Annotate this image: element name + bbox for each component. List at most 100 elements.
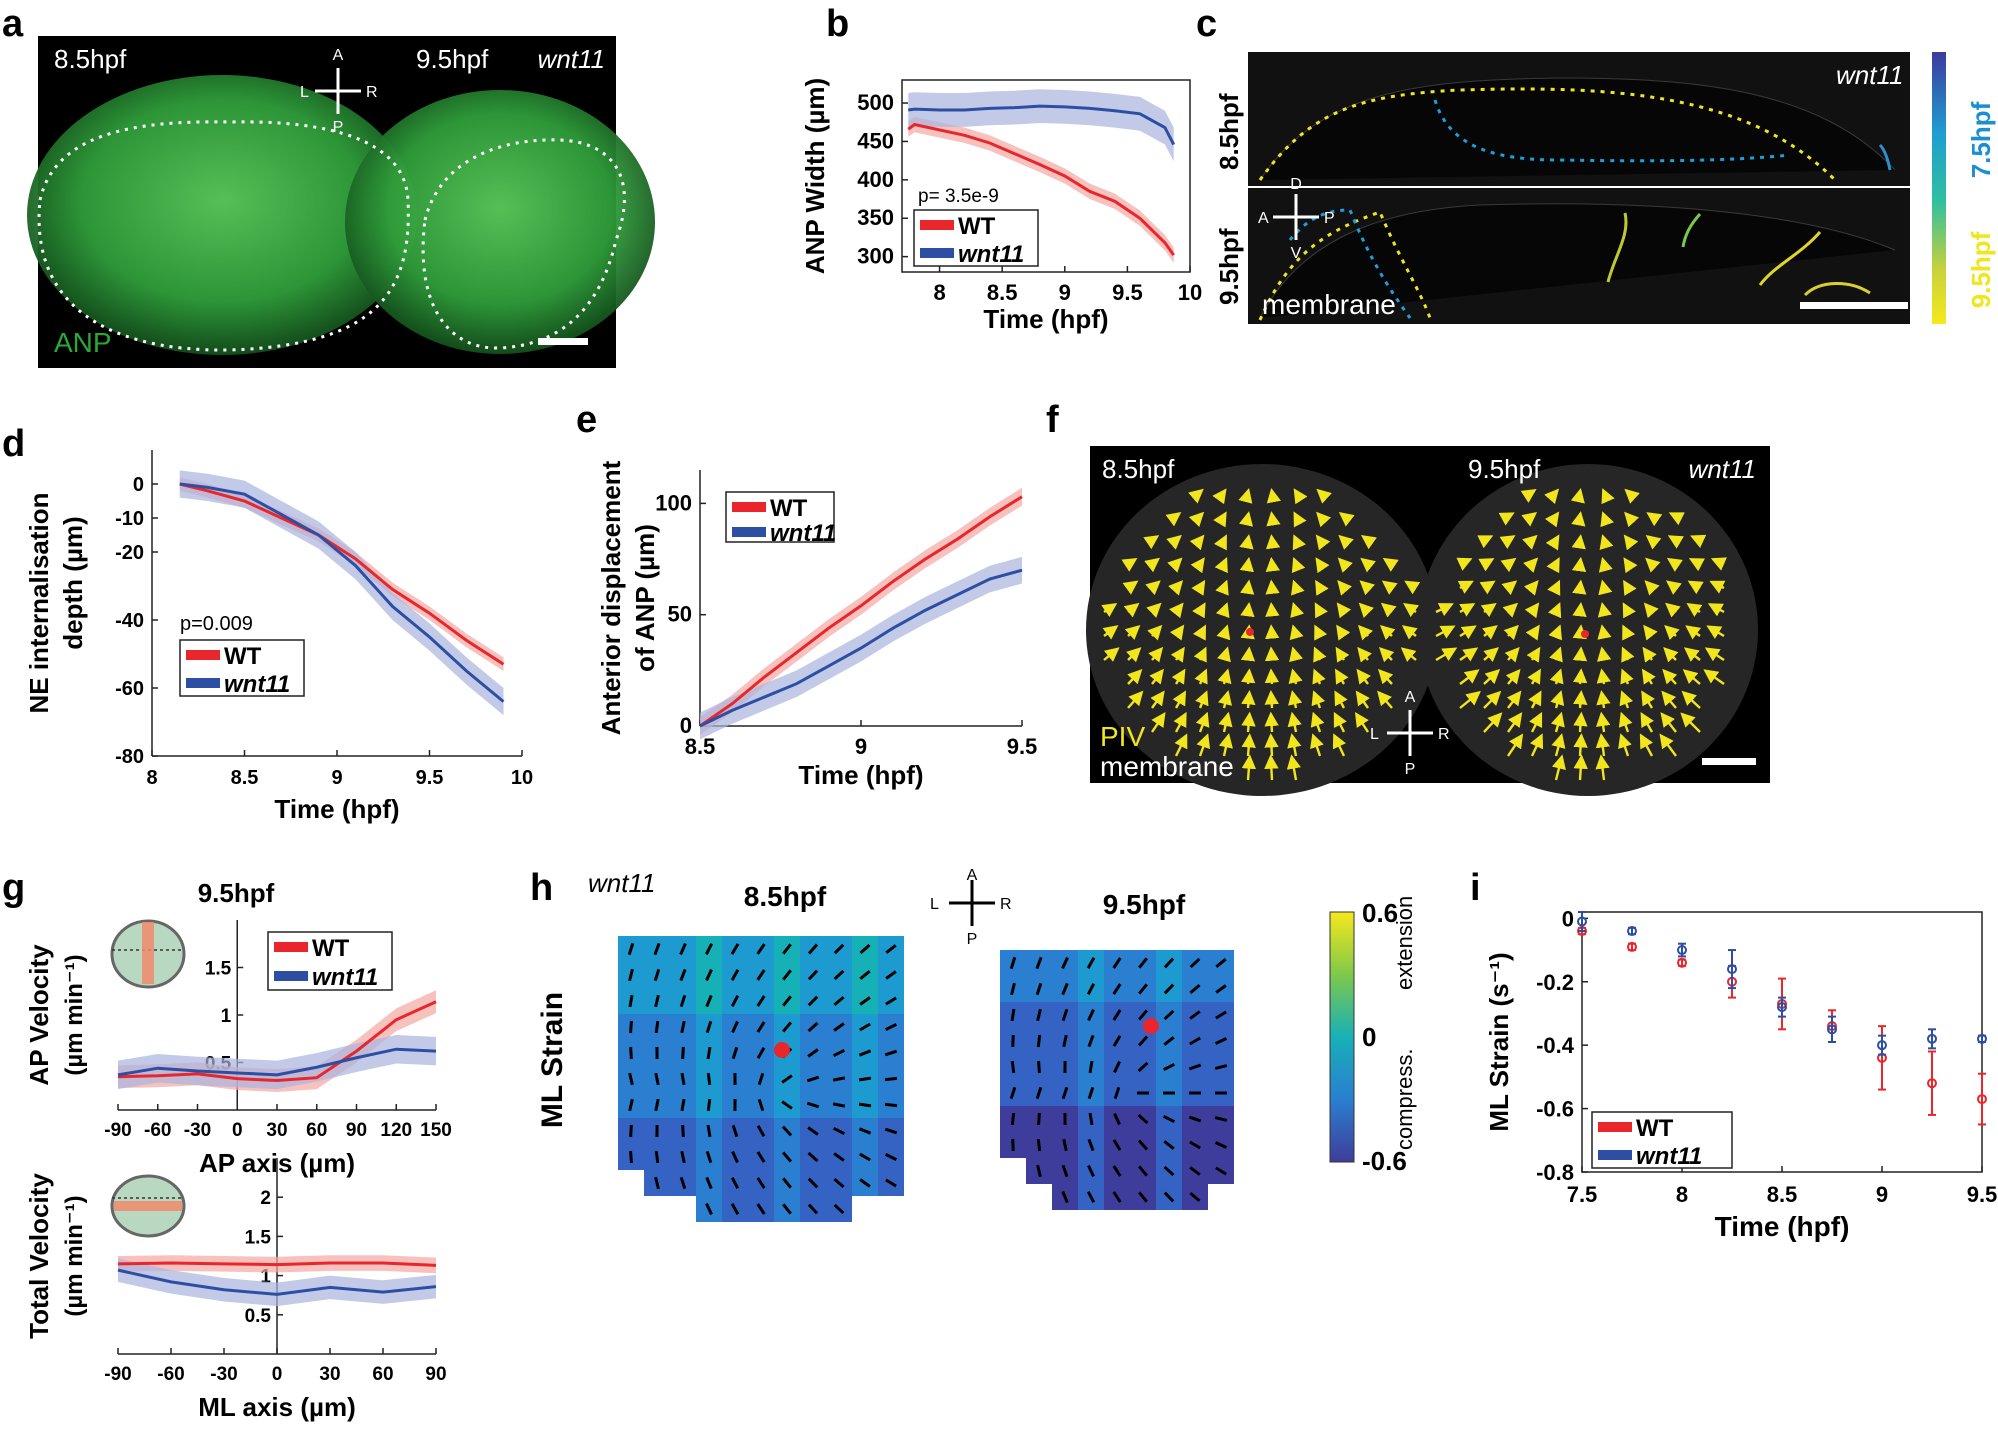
strain-tick: [1061, 956, 1069, 970]
piv-arrow: [1168, 580, 1184, 596]
g_top-xtick-label: 150: [420, 1120, 452, 1141]
piv-arrow: [1573, 733, 1588, 757]
c-time-top: 8.5hpf: [1214, 93, 1244, 170]
g-inset-bottom-icon: [110, 1174, 186, 1238]
b-xlabel: Time (hpf): [983, 304, 1108, 334]
strain-tick: [884, 1127, 898, 1135]
strain-tick: [756, 1021, 766, 1033]
piv-arrow: [1333, 711, 1347, 733]
strain-tick: [833, 995, 845, 1007]
h-cbar-bottom: -0.6: [1362, 1146, 1407, 1176]
piv-arrow: [1316, 488, 1332, 504]
strain-tick: [807, 1048, 819, 1058]
anp-region-8.5hpf: [27, 75, 417, 355]
piv-arrow: [1334, 690, 1348, 709]
strain-tick: [731, 1020, 739, 1034]
b-ytick-label: 400: [857, 167, 894, 192]
piv-arrow: [1218, 733, 1233, 757]
piv-arrow: [1548, 624, 1562, 641]
anp-genotype: wnt11: [538, 44, 605, 74]
piv-arrow: [1151, 712, 1166, 733]
strain-tick: [679, 968, 687, 982]
piv-arrow: [1549, 668, 1564, 685]
strain-tick: [858, 1102, 872, 1108]
b-xtick-label: 9: [1059, 280, 1071, 305]
i-xtick-label: 8: [1676, 1182, 1688, 1207]
piv-arrow: [1523, 580, 1539, 596]
d-line-WT: [179, 482, 505, 666]
strain-tick: [1112, 1165, 1122, 1177]
strain-tick: [807, 1021, 819, 1033]
piv-arrow: [1597, 601, 1612, 618]
strain-tick: [654, 994, 660, 1008]
piv-arrow: [1459, 647, 1479, 662]
piv-arrow: [1124, 625, 1141, 640]
piv-arrow: [1459, 669, 1480, 685]
piv-arrow: [1527, 668, 1541, 685]
strain-tick: [680, 1020, 686, 1034]
strain-tick: [1137, 1139, 1149, 1151]
strain-tick: [1163, 1191, 1175, 1203]
b-xtick-label: 9.5: [1112, 280, 1143, 305]
piv-arrow: [1218, 711, 1233, 733]
piv-arrow: [1215, 602, 1230, 619]
strain-tick: [629, 1020, 633, 1034]
piv-arrow: [1401, 625, 1418, 640]
e-legend-swatch-wnt11: [732, 527, 766, 537]
strain-tick: [885, 944, 897, 954]
strain-tick: [706, 1098, 712, 1112]
compass-c-P: P: [1324, 210, 1335, 227]
b-line-WT: [907, 122, 1175, 256]
piv-arrow: [1682, 669, 1701, 685]
strain-tick: [756, 1203, 766, 1215]
chart-d: 8 8.5 9 9.5 10 -80 -60 -40 -20 0 -10 Time (hpf) NE i…: [24, 450, 533, 824]
strain-tick: [1087, 1086, 1095, 1100]
strain-tick: [1163, 1165, 1175, 1177]
d-xtick-label: 8.5: [231, 767, 259, 789]
strain-tick: [1189, 1166, 1201, 1176]
chart-i: 7.5 8 8.5 9 9.5 0 -0.2 -0.4 -0.6 -0.8 Time (hpf) ML…: [1484, 906, 1997, 1242]
piv-arrow: [1665, 602, 1681, 618]
panel-h: h wnt11 8.5hpf 9.5hpf ML Strain A P L R …: [530, 867, 1417, 1222]
d-band-wnt11: [179, 470, 504, 716]
piv-arrow: [1506, 690, 1522, 709]
strain-tick: [681, 1046, 685, 1060]
piv-arrow: [1479, 580, 1496, 595]
strain-tick: [833, 1152, 845, 1162]
i-point-wnt11: [1877, 1040, 1887, 1051]
piv-arrow: [1148, 646, 1164, 663]
piv-arrow: [1194, 668, 1208, 685]
piv-arrow: [1241, 733, 1256, 757]
piv-arrow: [1551, 754, 1566, 781]
i-xtick-label: 9.5: [1967, 1182, 1998, 1207]
strain-tick: [756, 995, 766, 1007]
strain-tick: [705, 1150, 713, 1164]
piv-arrow: [1404, 580, 1421, 595]
piv-arrow: [1241, 754, 1257, 781]
piv-arrow: [1127, 690, 1144, 709]
g_bottom-band-wnt11: [118, 1258, 436, 1307]
g_top-xtick-label: 0: [232, 1120, 243, 1141]
i-point-wnt11: [1577, 916, 1587, 927]
strain-tick: [833, 1022, 845, 1032]
e-xlabel: Time (hpf): [798, 760, 923, 790]
strain-tick: [1113, 1060, 1121, 1074]
piv-arrow: [1400, 647, 1417, 662]
piv-arrow: [1314, 624, 1328, 641]
f-overlay-label: PIV: [1100, 721, 1145, 752]
piv-arrow: [1483, 669, 1501, 685]
strain-tick: [859, 1178, 871, 1188]
b-ytick-label: 450: [857, 128, 894, 153]
piv-arrow: [1523, 557, 1539, 573]
d-ytick-label: -20: [115, 542, 144, 564]
piv-arrow: [1530, 733, 1544, 757]
c-blue-outline-top: [1433, 99, 1791, 163]
strain-tick: [1162, 1114, 1176, 1124]
strain-tick: [884, 1049, 898, 1057]
piv-arrow: [1643, 602, 1659, 619]
strain-tick: [756, 943, 766, 955]
piv-arrow: [1596, 668, 1611, 685]
compass-c-icon: [1273, 194, 1319, 240]
piv-arrow: [1315, 579, 1329, 596]
strain-tick: [885, 996, 897, 1006]
